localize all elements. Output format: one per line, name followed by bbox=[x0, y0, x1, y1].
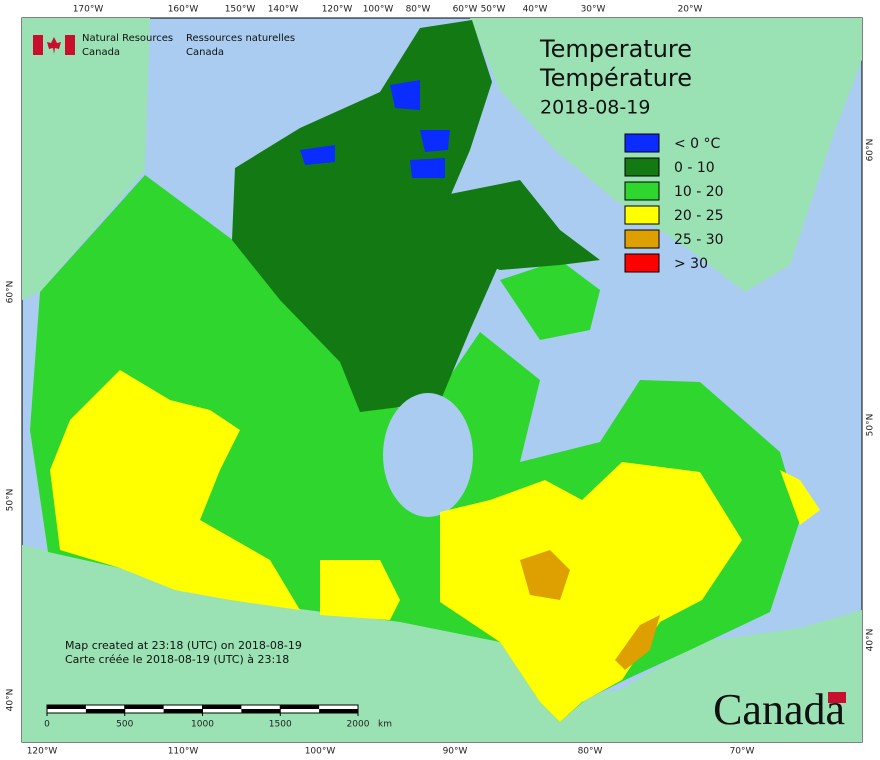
region-below-0 bbox=[300, 145, 335, 165]
scale-unit: km bbox=[378, 720, 392, 730]
longitude-label: 170°W bbox=[73, 5, 104, 15]
legend-swatch bbox=[624, 253, 660, 273]
latitude-label: 40°N bbox=[866, 629, 876, 652]
region-25-30 bbox=[520, 550, 570, 600]
longitude-label: 140°W bbox=[268, 5, 299, 15]
legend-swatch bbox=[624, 133, 660, 153]
legend-label: 10 - 20 bbox=[674, 184, 724, 200]
region-0-10 bbox=[420, 180, 600, 270]
department-en: Natural Resources bbox=[82, 33, 173, 44]
longitude-label: 30°W bbox=[581, 5, 606, 15]
legend-swatch bbox=[624, 205, 660, 225]
latitude-label: 50°N bbox=[866, 414, 876, 437]
maple-leaf bbox=[47, 37, 61, 54]
region-below-0 bbox=[390, 80, 420, 110]
scale-label: 1500 bbox=[269, 720, 292, 730]
united-states bbox=[22, 545, 862, 742]
legend-label: > 30 bbox=[674, 256, 708, 272]
latitude-label: 40°N bbox=[6, 689, 16, 712]
department-en: Canada bbox=[82, 47, 120, 58]
region-10-20 bbox=[500, 260, 600, 340]
scale-label: 500 bbox=[116, 720, 133, 730]
note: Map created at 23:18 (UTC) on 2018-08-19 bbox=[65, 639, 302, 652]
scale-segment bbox=[47, 705, 86, 709]
flag-bar bbox=[33, 35, 43, 55]
scale-segment bbox=[85, 709, 125, 713]
department-fr: Ressources naturelles bbox=[186, 33, 295, 44]
scale-bar: 0 500 1000 1500 2000 km bbox=[44, 704, 392, 730]
legend-label: < 0 °C bbox=[674, 136, 721, 152]
scale-segment bbox=[163, 709, 203, 713]
region-25-30 bbox=[615, 615, 660, 670]
longitude-label: 80°W bbox=[578, 747, 603, 757]
alaska bbox=[22, 18, 150, 300]
region-20-25 bbox=[50, 370, 300, 610]
longitude-label: 160°W bbox=[168, 5, 199, 15]
title-fr: Température bbox=[539, 64, 692, 92]
longitude-label: 90°W bbox=[443, 747, 468, 757]
longitude-label: 120°W bbox=[27, 747, 58, 757]
scale-segment bbox=[241, 709, 281, 713]
region-below-0 bbox=[420, 130, 450, 152]
graticule-labels: 170°W 160°W 150°W 140°W 120°W 100°W 80°W 60°W 50… bbox=[6, 5, 876, 757]
longitude-label: 80°W bbox=[406, 5, 431, 15]
latitude-label: 50°N bbox=[6, 489, 16, 512]
longitude-label: 110°W bbox=[168, 747, 199, 757]
legend-label: 0 - 10 bbox=[674, 160, 715, 176]
scale-label: 0 bbox=[44, 720, 50, 730]
note: Carte créée le 2018-08-19 (UTC) à 23:18 bbox=[65, 653, 289, 666]
scale-segment bbox=[124, 705, 164, 709]
flag-bar bbox=[65, 35, 75, 55]
legend-swatch bbox=[624, 157, 660, 177]
legend-label: 20 - 25 bbox=[674, 208, 724, 224]
region-20-25 bbox=[780, 470, 820, 525]
longitude-label: 100°W bbox=[305, 747, 336, 757]
region-20-25 bbox=[320, 560, 400, 620]
longitude-label: 20°W bbox=[678, 5, 703, 15]
longitude-label: 100°W bbox=[363, 5, 394, 15]
land bbox=[22, 18, 862, 742]
latitude-label: 60°N bbox=[866, 139, 876, 162]
latitude-label: 60°N bbox=[6, 281, 16, 304]
scale-segment bbox=[202, 705, 242, 709]
region-0-10 bbox=[232, 20, 500, 412]
scale-label: 1000 bbox=[191, 720, 214, 730]
scale-label: 2000 bbox=[347, 720, 370, 730]
longitude-label: 70°W bbox=[730, 747, 755, 757]
region-below-0 bbox=[410, 158, 445, 178]
date: 2018-08-19 bbox=[540, 97, 650, 119]
wordmark-flag bbox=[828, 692, 846, 703]
legend-label: 25 - 30 bbox=[674, 232, 724, 248]
longitude-label: 40°W bbox=[523, 5, 548, 15]
longitude-label: 50°W bbox=[481, 5, 506, 15]
longitude-label: 60°W bbox=[453, 5, 478, 15]
greenland bbox=[470, 18, 862, 292]
department-fr: Canada bbox=[186, 47, 224, 58]
legend: < 0 °C 0 - 10 10 - 20 20 - 25 25 - 30 > 30 bbox=[624, 133, 724, 273]
logo bbox=[33, 35, 75, 55]
scale-segment bbox=[319, 709, 358, 713]
legend-swatch bbox=[624, 181, 660, 201]
wordmark: Canada bbox=[713, 685, 845, 734]
title-en: Temperature bbox=[539, 35, 692, 63]
scale-segment bbox=[280, 705, 320, 709]
region-20-25 bbox=[440, 462, 742, 722]
hudson-bay bbox=[383, 393, 473, 517]
longitude-label: 150°W bbox=[225, 5, 256, 15]
legend-swatch bbox=[624, 229, 660, 249]
longitude-label: 120°W bbox=[322, 5, 353, 15]
